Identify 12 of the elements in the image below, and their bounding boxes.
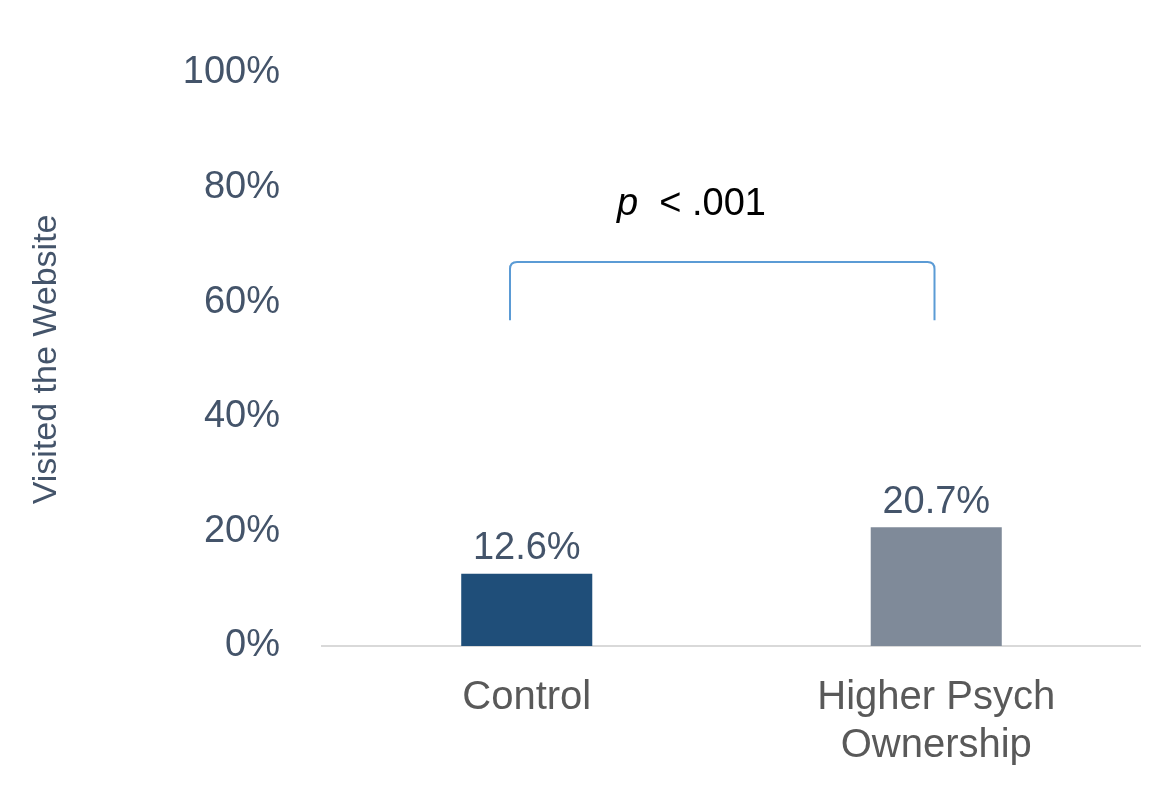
data-label: 12.6% — [472, 525, 581, 568]
y-axis-title: Visited the Website — [24, 214, 63, 505]
y-tick-label: 60% — [203, 278, 280, 321]
y-tick-label: 0% — [225, 622, 280, 665]
y-tick-label: 80% — [203, 163, 280, 206]
x-tick-label: Higher Psych Ownership — [817, 673, 1056, 766]
y-tick-label: 20% — [203, 507, 280, 550]
y-tick-label: 40% — [203, 393, 280, 436]
annotation: p < .001 — [616, 181, 766, 224]
data-label: 20.7% — [882, 478, 991, 521]
x-tick-label: Control — [462, 673, 592, 718]
y-tick-label: 100% — [182, 49, 280, 92]
